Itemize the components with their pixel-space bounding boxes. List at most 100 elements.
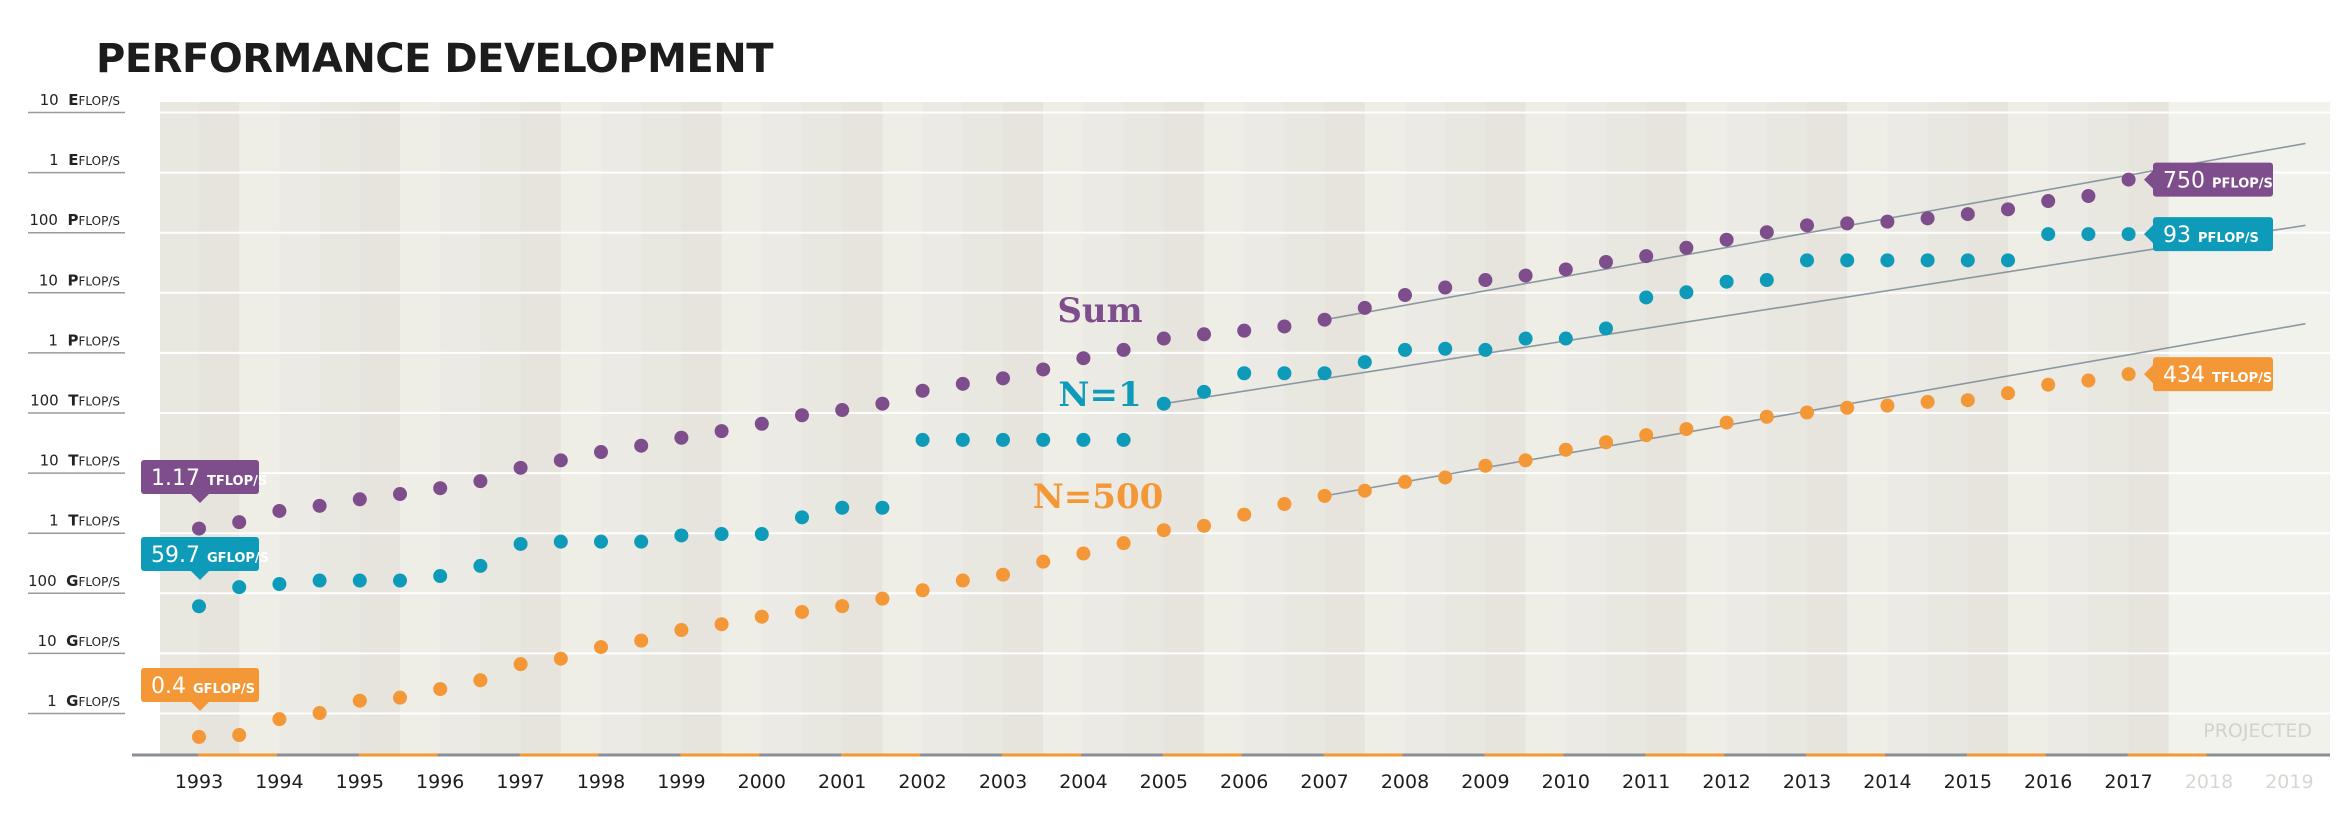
half-year-band-2004	[1083, 102, 1124, 755]
callout-start-n-1-pointer	[191, 571, 209, 580]
callouts: 1.17 TFLOP/S 750 PFLOP/S 59.7 GFLOP/S 93 PF…	[141, 162, 2273, 711]
point-n-1-34	[1558, 331, 1573, 346]
point-sum-30	[1398, 288, 1412, 303]
point-sum-47	[2081, 189, 2096, 204]
x-tick-2007: 2007	[1300, 771, 1348, 793]
x-tick-2006: 2006	[1220, 771, 1268, 793]
point-n-500-44	[1960, 393, 1975, 408]
point-n-500-45	[2001, 386, 2015, 401]
point-n-500-15	[795, 604, 809, 619]
point-n-1-5	[393, 573, 407, 588]
x-tick-2005: 2005	[1140, 771, 1188, 793]
callout-end-sum: 750 PFLOP/S	[2144, 162, 2273, 197]
year-band-2019	[2249, 102, 2330, 755]
half-year-band-2010	[1565, 102, 1606, 755]
callout-start-sum: 1.17 TFLOP/S	[141, 460, 267, 503]
point-n-500-34	[1558, 442, 1573, 457]
half-year-band-1998	[601, 102, 642, 755]
point-sum-22	[1076, 351, 1091, 366]
point-n-1-29	[1357, 355, 1372, 370]
half-year-band-1996	[440, 102, 481, 755]
callout-end-n-500-pointer	[2144, 365, 2153, 384]
point-sum-44	[1960, 207, 1975, 222]
x-tick-2015: 2015	[1944, 771, 1992, 793]
point-n-1-26	[1237, 366, 1252, 381]
point-sum-21	[1036, 362, 1051, 377]
point-n-1-1	[232, 580, 247, 595]
point-n-1-46	[2041, 227, 2056, 242]
half-year-band-1995	[359, 102, 400, 755]
point-sum-41	[1840, 216, 1855, 231]
point-n-1-43	[1920, 253, 1935, 268]
point-n-1-14	[754, 527, 769, 542]
half-year-band-2012	[1726, 102, 1767, 755]
point-n-1-30	[1398, 342, 1412, 357]
point-n-500-24	[1156, 523, 1171, 538]
point-n-500-41	[1840, 400, 1855, 415]
half-year-band-2000	[761, 102, 802, 755]
callout-end-sum-box	[2153, 162, 2273, 197]
point-n-1-44	[1960, 253, 1975, 268]
callout-end-n-500: 434 TFLOP/S	[2144, 357, 2273, 392]
x-tick-2009: 2009	[1461, 771, 1509, 793]
x-tick-2002: 2002	[898, 771, 946, 793]
point-sum-0	[192, 521, 206, 536]
x-tick-2001: 2001	[818, 771, 866, 793]
y-axis: 1 GFLOP/S 10 GFLOP/S 100 GFLOP/S 1 TFLOP/S 1…	[28, 91, 125, 715]
series-labels: Sum N=1 N=500	[1033, 291, 1164, 517]
callout-start-n-500-pointer	[191, 702, 209, 711]
point-sum-4	[352, 492, 367, 507]
point-n-1-23	[1116, 432, 1131, 447]
x-tick-1993: 1993	[175, 771, 223, 793]
half-year-band-1993	[199, 102, 240, 755]
point-sum-11	[634, 438, 649, 453]
point-n-500-23	[1116, 536, 1131, 551]
callout-end-n-1: 93 PFLOP/S	[2144, 217, 2273, 252]
point-sum-16	[835, 403, 850, 418]
point-n-1-31	[1438, 341, 1453, 356]
point-n-1-36	[1639, 290, 1654, 305]
point-n-1-15	[795, 510, 809, 525]
x-tick-2003: 2003	[979, 771, 1027, 793]
x-tick-1999: 1999	[657, 771, 705, 793]
x-tick-1998: 1998	[577, 771, 625, 793]
point-n-1-18	[915, 432, 930, 447]
data-points	[192, 172, 2136, 744]
point-sum-39	[1759, 225, 1774, 240]
point-n-500-4	[352, 693, 367, 708]
point-n-500-17	[875, 591, 890, 606]
point-n-500-25	[1197, 518, 1211, 533]
callout-start-n-1-text: 59.7 GFLOP/S	[151, 543, 269, 568]
point-n-1-21	[1036, 432, 1051, 447]
ytick-label-1g: 1 GFLOP/S	[47, 692, 120, 710]
point-n-500-40	[1800, 405, 1814, 420]
point-n-500-33	[1518, 453, 1533, 468]
callout-end-n-500-box	[2153, 357, 2273, 392]
x-axis: 1993 1994 1995 1996 1997 1998 1999 2000 2001 2002…	[132, 720, 2330, 793]
point-sum-42	[1880, 214, 1895, 229]
x-tick-1995: 1995	[336, 771, 384, 793]
point-sum-46	[2041, 194, 2056, 209]
point-n-1-12	[674, 528, 689, 543]
point-sum-36	[1639, 249, 1654, 264]
point-sum-33	[1518, 268, 1533, 283]
point-n-500-19	[955, 573, 970, 588]
point-n-500-0	[192, 729, 206, 744]
point-n-1-33	[1518, 331, 1533, 346]
point-sum-18	[915, 383, 930, 398]
point-sum-27	[1277, 319, 1292, 334]
x-tick-1994: 1994	[255, 771, 303, 793]
point-sum-24	[1156, 331, 1171, 346]
projected-label: PROJECTED	[2203, 720, 2312, 742]
point-n-1-35	[1599, 321, 1613, 336]
callout-end-n-1-box	[2153, 217, 2273, 252]
point-sum-13	[714, 424, 729, 439]
point-n-1-9	[553, 534, 568, 549]
point-n-1-8	[513, 536, 528, 551]
point-n-500-46	[2041, 377, 2056, 392]
point-n-1-6	[433, 569, 448, 584]
ytick-label-1e: 1 EFLOP/S	[49, 151, 120, 169]
callout-start-sum-box	[141, 460, 259, 494]
point-sum-19	[955, 376, 970, 391]
point-n-500-16	[835, 599, 850, 614]
